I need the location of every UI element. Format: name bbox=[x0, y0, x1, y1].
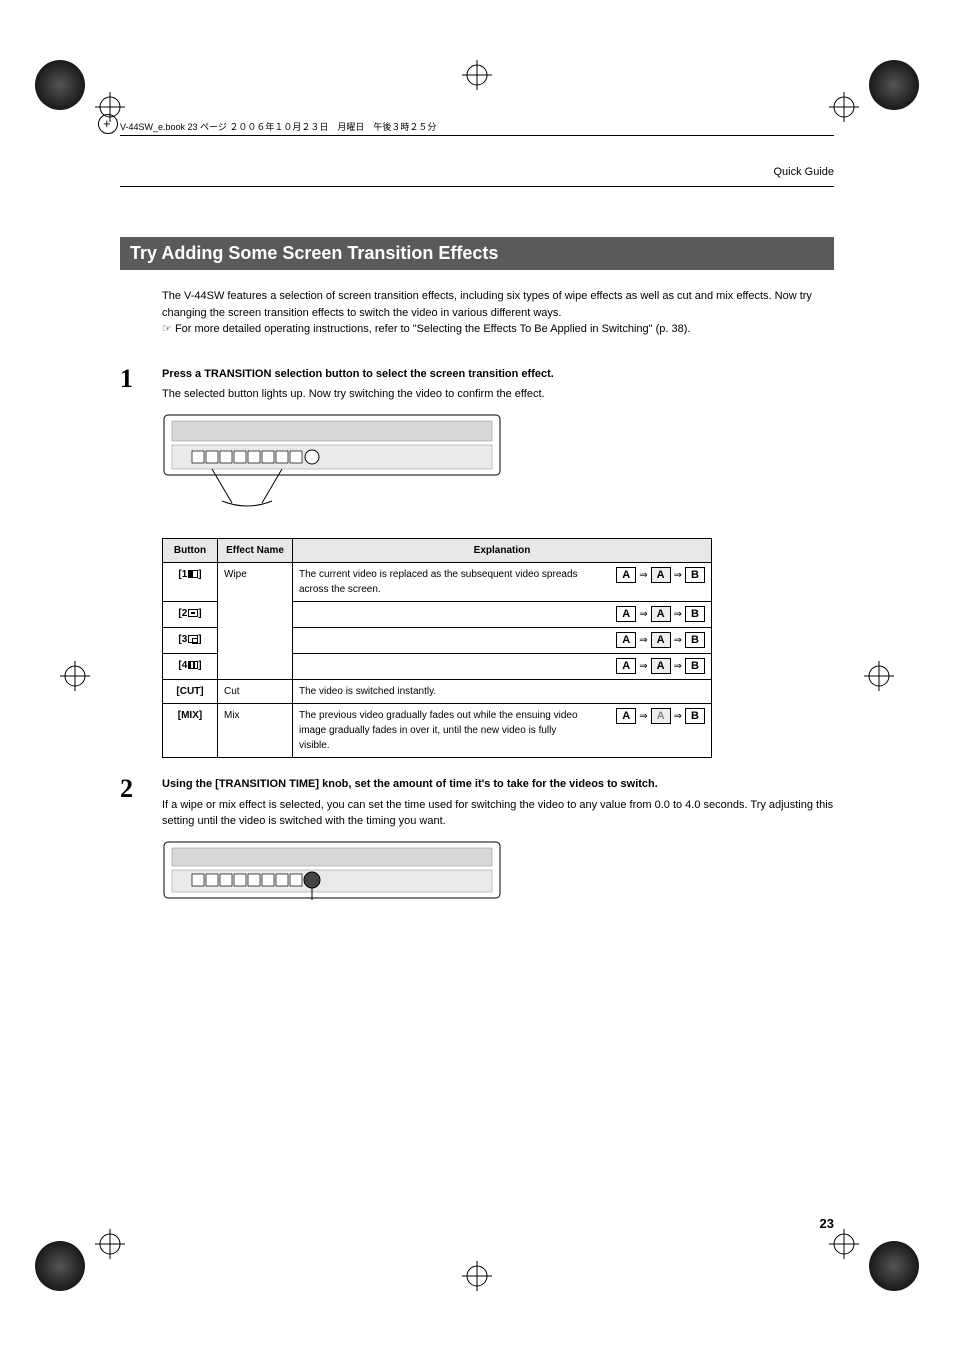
cell-effect-name: Mix bbox=[218, 704, 293, 758]
cell-explanation: A⇒A⇒B bbox=[293, 628, 712, 654]
arrow-icon: ⇒ bbox=[674, 659, 682, 674]
step-1-body: The selected button lights up. Now try s… bbox=[162, 386, 834, 403]
arrow-icon: ⇒ bbox=[674, 568, 682, 583]
step-1: 1 Press a TRANSITION selection button to… bbox=[120, 366, 834, 759]
step-1-heading: Press a TRANSITION selection button to s… bbox=[162, 366, 834, 383]
crop-gradient-tl bbox=[35, 60, 85, 110]
crop-gradient-tr bbox=[869, 60, 919, 110]
arrow-icon: ⇒ bbox=[674, 607, 682, 622]
page-content: V-44SW_e.book 23 ページ ２００６年１０月２３日 月曜日 午後３… bbox=[120, 120, 834, 1231]
crop-gradient-bl bbox=[35, 1241, 85, 1291]
wipe-pattern-icon bbox=[188, 609, 198, 617]
cell-explanation: The previous video gradually fades out w… bbox=[293, 704, 712, 758]
table-row: [MIX]MixThe previous video gradually fad… bbox=[163, 704, 712, 758]
arrow-icon: ⇒ bbox=[639, 659, 647, 674]
frame-transition: A bbox=[651, 708, 671, 724]
intro-text-2: For more detailed operating instructions… bbox=[175, 323, 691, 335]
wipe-pattern-icon bbox=[188, 635, 198, 643]
header-rule bbox=[120, 186, 834, 187]
arrow-icon: ⇒ bbox=[639, 607, 647, 622]
transition-diagram: A⇒A⇒B bbox=[616, 606, 705, 622]
cell-button: [2] bbox=[163, 602, 218, 628]
pointer-icon: ☞ bbox=[162, 323, 172, 335]
page-number: 23 bbox=[820, 1216, 834, 1231]
table-row: [CUT]CutThe video is switched instantly. bbox=[163, 680, 712, 704]
cell-effect-name: Cut bbox=[218, 680, 293, 704]
th-explanation: Explanation bbox=[293, 539, 712, 563]
registration-mark bbox=[462, 1261, 492, 1291]
step-2-heading: Using the [TRANSITION TIME] knob, set th… bbox=[162, 776, 834, 793]
registration-mark bbox=[829, 1229, 859, 1259]
arrow-icon: ⇒ bbox=[674, 633, 682, 648]
frame-a: A bbox=[616, 632, 636, 648]
intro-text-1: The V-44SW features a selection of scree… bbox=[162, 290, 812, 319]
step-number: 2 bbox=[120, 776, 162, 802]
cell-button: [1] bbox=[163, 563, 218, 602]
book-file-header: V-44SW_e.book 23 ページ ２００６年１０月２３日 月曜日 午後３… bbox=[120, 120, 834, 136]
registration-mark bbox=[60, 661, 90, 691]
th-button: Button bbox=[163, 539, 218, 563]
cell-button: [MIX] bbox=[163, 704, 218, 758]
th-effect: Effect Name bbox=[218, 539, 293, 563]
transition-effects-table: Button Effect Name Explanation [1]WipeTh… bbox=[162, 538, 712, 758]
registration-mark bbox=[864, 661, 894, 691]
cell-explanation: The video is switched instantly. bbox=[293, 680, 712, 704]
frame-a: A bbox=[616, 708, 636, 724]
step-number: 1 bbox=[120, 366, 162, 392]
device-panel-illustration bbox=[162, 413, 502, 513]
device-panel-illustration-2 bbox=[162, 840, 502, 904]
frame-b: B bbox=[685, 708, 705, 724]
crop-gradient-br bbox=[869, 1241, 919, 1291]
frame-transition: A bbox=[651, 567, 671, 583]
transition-diagram: A⇒A⇒B bbox=[616, 708, 705, 724]
wipe-pattern-icon bbox=[188, 570, 198, 578]
registration-mark bbox=[462, 60, 492, 90]
arrow-icon: ⇒ bbox=[639, 709, 647, 724]
arrow-icon: ⇒ bbox=[674, 709, 682, 724]
frame-b: B bbox=[685, 658, 705, 674]
cell-button: [3] bbox=[163, 628, 218, 654]
arrow-icon: ⇒ bbox=[639, 568, 647, 583]
frame-transition: A bbox=[651, 658, 671, 674]
frame-b: B bbox=[685, 632, 705, 648]
frame-a: A bbox=[616, 658, 636, 674]
transition-diagram: A⇒A⇒B bbox=[616, 658, 705, 674]
frame-transition: A bbox=[651, 606, 671, 622]
cell-button: [CUT] bbox=[163, 680, 218, 704]
transition-diagram: A⇒A⇒B bbox=[616, 567, 705, 583]
wipe-pattern-icon bbox=[188, 661, 198, 669]
cell-explanation: The current video is replaced as the sub… bbox=[293, 563, 712, 602]
running-header: Quick Guide bbox=[120, 166, 834, 178]
table-row: [1]WipeThe current video is replaced as … bbox=[163, 563, 712, 602]
frame-b: B bbox=[685, 567, 705, 583]
frame-transition: A bbox=[651, 632, 671, 648]
arrow-icon: ⇒ bbox=[639, 633, 647, 648]
frame-b: B bbox=[685, 606, 705, 622]
section-title: Try Adding Some Screen Transition Effect… bbox=[120, 237, 834, 270]
frame-a: A bbox=[616, 606, 636, 622]
step-2: 2 Using the [TRANSITION TIME] knob, set … bbox=[120, 776, 834, 923]
cell-effect-name: Wipe bbox=[218, 563, 293, 680]
cell-explanation: A⇒A⇒B bbox=[293, 602, 712, 628]
registration-mark bbox=[829, 92, 859, 122]
cell-explanation: A⇒A⇒B bbox=[293, 654, 712, 680]
transition-diagram: A⇒A⇒B bbox=[616, 632, 705, 648]
step-2-body: If a wipe or mix effect is selected, you… bbox=[162, 797, 834, 830]
cell-button: [4] bbox=[163, 654, 218, 680]
frame-a: A bbox=[616, 567, 636, 583]
registration-mark bbox=[95, 1229, 125, 1259]
intro-paragraph: The V-44SW features a selection of scree… bbox=[162, 288, 834, 338]
